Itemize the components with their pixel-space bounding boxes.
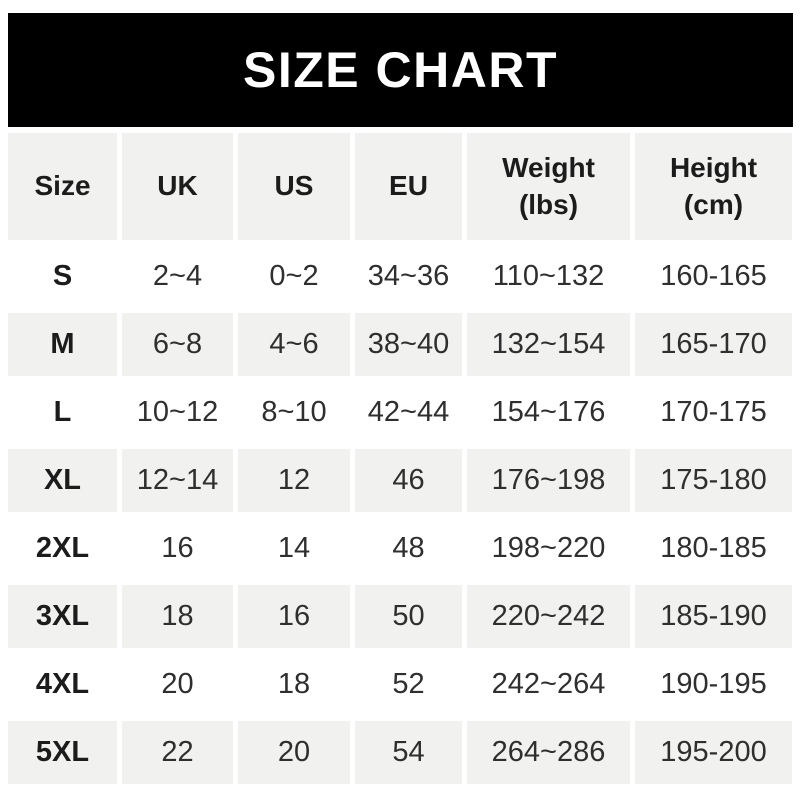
cell-3xl-height: 185-190 [635,585,792,648]
cell-l-weight: 154~176 [467,381,630,444]
cell-5xl-size: 5XL [8,721,117,784]
cell-xl-weight: 176~198 [467,449,630,512]
cell-m-us: 4~6 [238,313,350,376]
cell-2xl-us: 14 [238,517,350,580]
cell-l-height: 170-175 [635,381,792,444]
cell-4xl-weight: 242~264 [467,653,630,716]
cell-4xl-us: 18 [238,653,350,716]
column-header-weight: Weight (lbs) [467,133,630,240]
cell-l-us: 8~10 [238,381,350,444]
cell-xl-uk: 12~14 [122,449,233,512]
cell-s-size: S [8,245,117,308]
cell-5xl-us: 20 [238,721,350,784]
cell-s-uk: 2~4 [122,245,233,308]
cell-3xl-eu: 50 [355,585,462,648]
cell-5xl-height: 195-200 [635,721,792,784]
column-header-height: Height (cm) [635,133,792,240]
cell-3xl-size: 3XL [8,585,117,648]
cell-xl-eu: 46 [355,449,462,512]
cell-3xl-uk: 18 [122,585,233,648]
column-header-uk: UK [122,133,233,240]
cell-l-size: L [8,381,117,444]
cell-s-height: 160-165 [635,245,792,308]
cell-s-us: 0~2 [238,245,350,308]
cell-s-weight: 110~132 [467,245,630,308]
cell-5xl-eu: 54 [355,721,462,784]
cell-4xl-eu: 52 [355,653,462,716]
cell-m-size: M [8,313,117,376]
cell-4xl-size: 4XL [8,653,117,716]
cell-m-uk: 6~8 [122,313,233,376]
cell-s-eu: 34~36 [355,245,462,308]
cell-m-eu: 38~40 [355,313,462,376]
cell-4xl-uk: 20 [122,653,233,716]
cell-xl-height: 175-180 [635,449,792,512]
size-table: Size UK US EU Weight (lbs) Height (cm) S… [8,133,792,784]
cell-2xl-weight: 198~220 [467,517,630,580]
cell-m-height: 165-170 [635,313,792,376]
cell-m-weight: 132~154 [467,313,630,376]
cell-l-uk: 10~12 [122,381,233,444]
page-title: SIZE CHART [243,42,558,98]
cell-xl-us: 12 [238,449,350,512]
column-header-us: US [238,133,350,240]
cell-2xl-size: 2XL [8,517,117,580]
cell-3xl-us: 16 [238,585,350,648]
cell-5xl-uk: 22 [122,721,233,784]
cell-2xl-height: 180-185 [635,517,792,580]
cell-2xl-eu: 48 [355,517,462,580]
cell-4xl-height: 190-195 [635,653,792,716]
banner: SIZE CHART [8,13,793,127]
cell-xl-size: XL [8,449,117,512]
cell-5xl-weight: 264~286 [467,721,630,784]
cell-3xl-weight: 220~242 [467,585,630,648]
column-header-size: Size [8,133,117,240]
cell-l-eu: 42~44 [355,381,462,444]
cell-2xl-uk: 16 [122,517,233,580]
column-header-eu: EU [355,133,462,240]
